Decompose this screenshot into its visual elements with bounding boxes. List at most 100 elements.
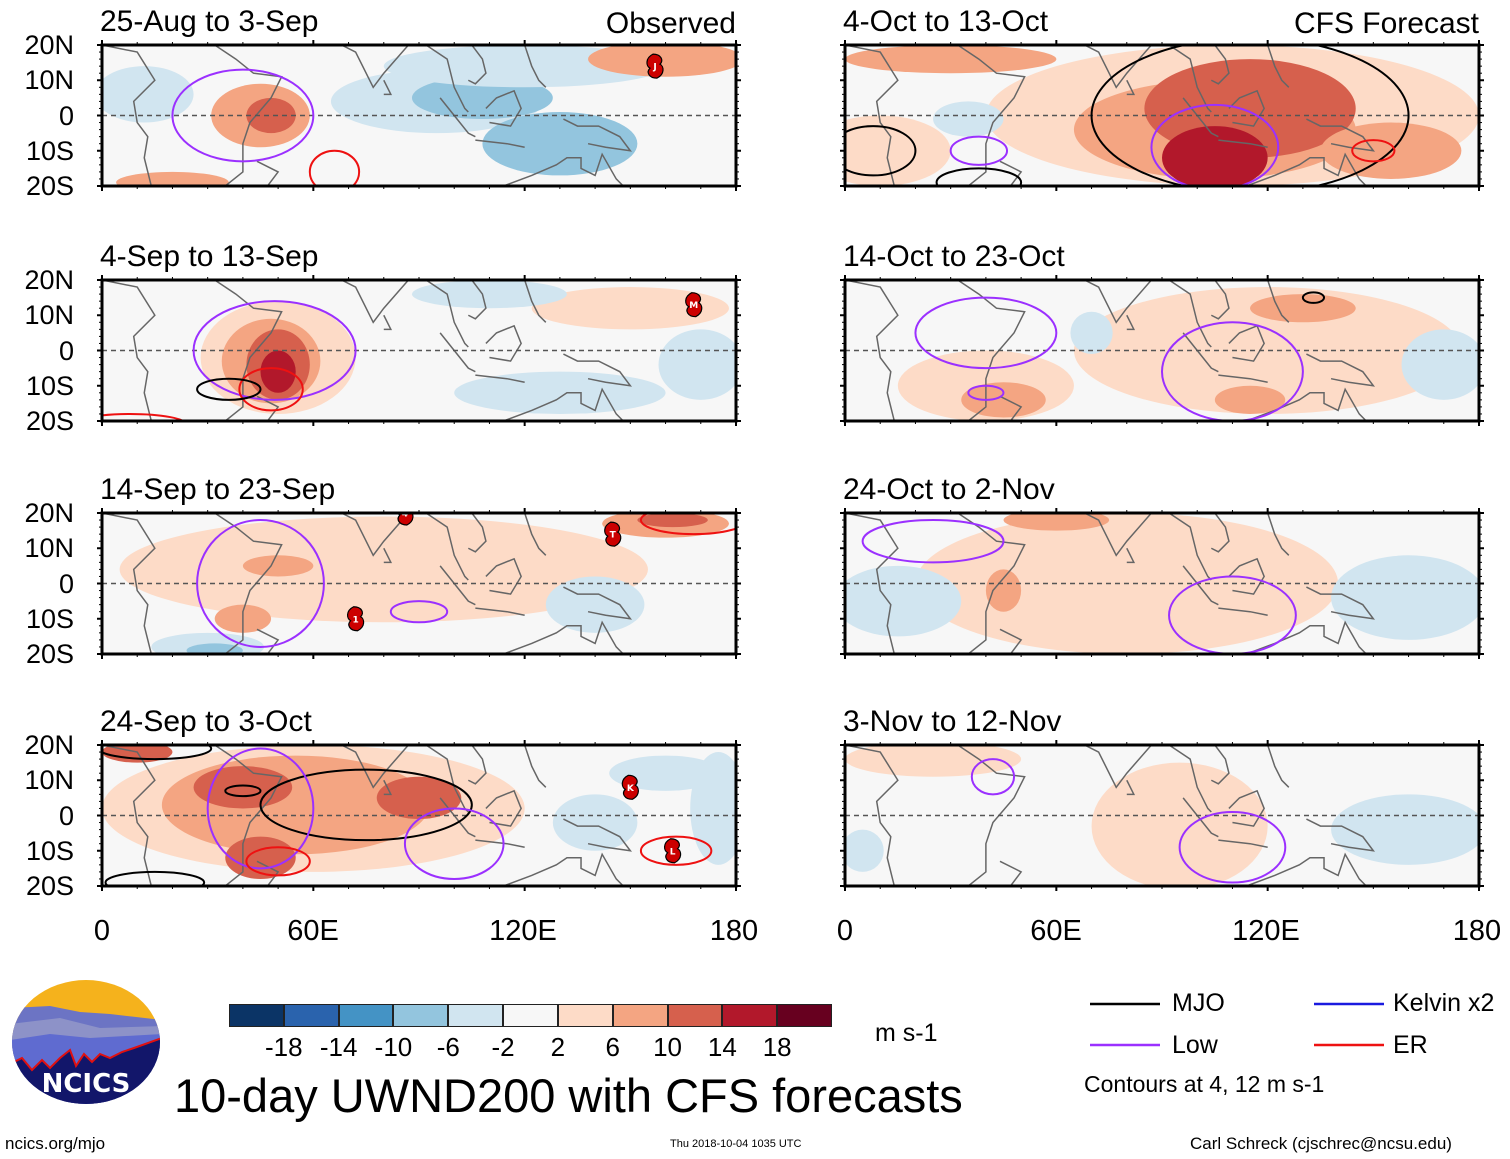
low-contour xyxy=(192,300,357,401)
panel-tag: Observed xyxy=(605,7,736,40)
storm-label: L xyxy=(670,847,676,857)
map-panel xyxy=(840,275,1484,426)
coastline xyxy=(485,324,522,362)
westerly-anomaly-shading xyxy=(193,766,293,809)
colorbar-box xyxy=(283,1004,339,1027)
xtick-label-left-0: 0 xyxy=(93,915,111,947)
tropical-cyclone-icon: J xyxy=(646,53,664,79)
coastline xyxy=(475,139,525,148)
legend-lines-left xyxy=(1090,1002,1160,1047)
easterly-anomaly-shading xyxy=(1331,794,1479,865)
easterly-anomaly-shading xyxy=(411,76,553,120)
easterly-anomaly-shading xyxy=(545,576,645,633)
westerly-anomaly-shading xyxy=(1003,513,1110,531)
map-panel xyxy=(840,740,1484,891)
colorbar-tick-label: -10 xyxy=(374,1032,413,1062)
coastline xyxy=(845,280,899,421)
storm-label: 4 xyxy=(402,510,408,520)
coastline xyxy=(1126,314,1136,331)
coastline xyxy=(467,280,487,320)
coastline xyxy=(1182,797,1219,838)
tropical-cyclone-icon: M xyxy=(685,292,703,318)
panel-title: 24-Sep to 3-Oct xyxy=(100,705,312,738)
coastline xyxy=(475,839,525,848)
coastline xyxy=(957,745,1026,886)
coastline xyxy=(214,745,283,886)
colorbar-box xyxy=(667,1004,723,1027)
coastline xyxy=(1306,586,1376,620)
colorbar-units: m s-1 xyxy=(875,1019,938,1047)
tropical-cyclone-icon: 4 xyxy=(397,510,414,526)
low-contour xyxy=(949,135,1009,166)
colorbar-tick-label: 14 xyxy=(707,1032,737,1062)
panel-title: 3-Nov to 12-Nov xyxy=(843,705,1062,738)
er-contour xyxy=(102,412,186,421)
westerly-anomaly-shading xyxy=(845,45,1057,74)
tropical-cyclone-icon: T xyxy=(604,521,622,547)
legend-lines-right xyxy=(1314,1002,1384,1047)
colorbar-box xyxy=(557,1004,613,1027)
coastline xyxy=(467,745,487,785)
coastline xyxy=(475,607,525,616)
panel-title: 14-Sep to 23-Sep xyxy=(100,473,336,506)
coastline xyxy=(1246,852,1367,886)
coastline xyxy=(1126,779,1136,796)
colorbar xyxy=(229,1004,832,1027)
xtick-label-left-180: 180 xyxy=(709,915,759,947)
coastline xyxy=(523,513,547,556)
coastline xyxy=(383,79,393,96)
coastline xyxy=(425,45,469,113)
coastline xyxy=(485,557,522,595)
easterly-anomaly-shading xyxy=(1401,329,1479,400)
coastline xyxy=(845,513,899,654)
er-contour xyxy=(639,835,713,866)
storm-label: J xyxy=(652,63,656,73)
coastline xyxy=(1246,152,1367,186)
ytick-label: 20S xyxy=(25,171,74,201)
coastline xyxy=(503,852,624,886)
westerly-anomaly-shading xyxy=(116,171,229,186)
coastline xyxy=(999,860,1023,886)
legend-note: Contours at 4, 12 m s-1 xyxy=(1084,1071,1325,1097)
easterly-anomaly-shading xyxy=(845,565,962,637)
coastline xyxy=(503,620,624,654)
mjo-contour xyxy=(1301,291,1326,304)
colorbar-tick-label: -14 xyxy=(319,1032,358,1062)
legend-label-er: ER xyxy=(1393,1031,1428,1059)
ytick-label: 0 xyxy=(58,100,74,131)
mjo-contour xyxy=(1090,45,1410,186)
westerly-anomaly-shading xyxy=(985,569,1022,612)
author: Carl Schreck (cjschrec@ncsu.edu) xyxy=(1190,1134,1452,1153)
coastline xyxy=(1168,45,1212,113)
westerly-anomaly-shading xyxy=(845,745,1022,777)
coastline xyxy=(467,45,487,85)
coastline xyxy=(256,628,280,654)
coastline xyxy=(1084,45,1152,89)
easterly-anomaly-shading xyxy=(454,371,666,414)
westerly-anomaly-shading xyxy=(845,115,951,186)
colorbar-tick-label: 10 xyxy=(653,1032,682,1062)
map-panel: KL xyxy=(97,740,741,891)
coastline xyxy=(1126,79,1136,96)
xtick-label-left-60e: 60E xyxy=(287,915,339,947)
xtick-label-right-60e: 60E xyxy=(1030,915,1082,947)
westerly-anomaly-shading xyxy=(531,287,729,330)
westerly-anomaly-shading xyxy=(588,45,736,77)
site-link[interactable]: ncics.org/mjo xyxy=(5,1134,106,1153)
coastline xyxy=(1266,745,1290,788)
ytick-label: 10N xyxy=(24,300,74,331)
coastline xyxy=(1084,513,1152,557)
coastline xyxy=(439,565,476,606)
easterly-anomaly-shading xyxy=(411,280,567,309)
ytick-label: 20S xyxy=(25,871,74,901)
logo-text: NCICS xyxy=(42,1069,131,1099)
legend-label-mjo: MJO xyxy=(1172,989,1225,1017)
coastline xyxy=(214,513,283,654)
ytick-label: 20N xyxy=(24,498,74,528)
map-panel: J xyxy=(97,40,741,191)
coastline xyxy=(1168,280,1212,348)
er-contour xyxy=(245,846,311,877)
coastline xyxy=(102,280,156,421)
westerly-anomaly-shading xyxy=(242,555,314,577)
coastline xyxy=(563,586,633,620)
